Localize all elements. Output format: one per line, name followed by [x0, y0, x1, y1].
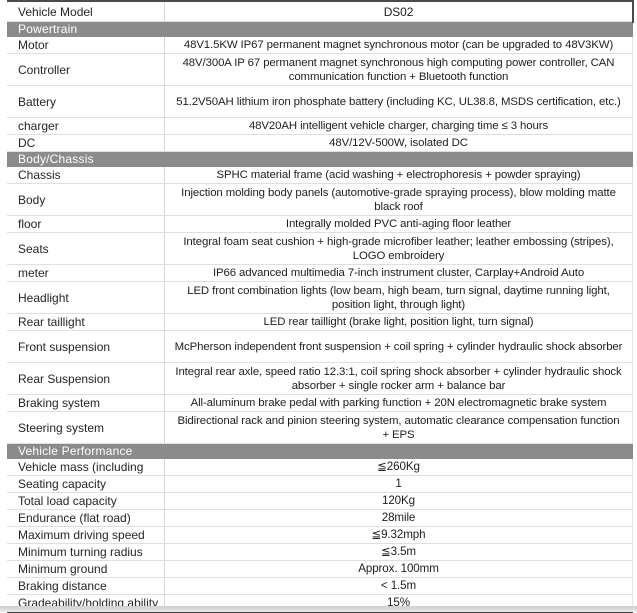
table-row: Vehicle mass (including ≦260Kg [7, 459, 633, 476]
spec-label-cell: Endurance (flat road) [7, 510, 165, 526]
table-row: Rear Suspension Integral rear axle, speed… [7, 363, 633, 395]
table-row: Maximum driving speed ≦9.32mph [7, 527, 633, 544]
spec-value-cell: ≦3.5m [165, 544, 633, 560]
table-row: Endurance (flat road) 28mile [7, 510, 633, 527]
spec-label-cell: Battery [7, 86, 165, 117]
section-header-label: Powertrain [18, 22, 78, 36]
spec-value-cell: 48V/12V-500W, isolated DC [165, 135, 633, 151]
table-row: Braking distance < 1.5m [7, 578, 633, 595]
table-row: Vehicle Model DS02 [7, 2, 633, 22]
table-row: Seating capacity 1 [7, 476, 633, 493]
spec-label-cell: Chassis [7, 167, 165, 183]
table-row: Minimum turning radius ≦3.5m [7, 544, 633, 561]
spec-value-cell: 120Kg [165, 493, 633, 509]
section-header-label: Body/Chassis [18, 152, 94, 166]
spec-label-cell: Motor [7, 37, 165, 53]
table-row: Chassis SPHC material frame (acid washing… [7, 167, 633, 184]
spec-label-cell: Steering system [7, 412, 165, 443]
spec-label-cell: Vehicle mass (including [7, 459, 165, 475]
section-header-row: Body/Chassis [7, 152, 633, 167]
spec-value-cell: ≦260Kg [165, 459, 633, 475]
table-row: meter IP66 advanced multimedia 7-inch ins… [7, 265, 633, 282]
spec-label-cell: Braking distance [7, 578, 165, 594]
table-row: Rear taillight LED rear taillight (brake … [7, 314, 633, 331]
spec-value-cell: Approx. 100mm [165, 561, 633, 577]
spec-value-cell: All-aluminum brake pedal with parking fu… [165, 395, 633, 411]
page-bottom-strip [0, 606, 637, 612]
spec-label-cell: Rear Suspension [7, 363, 165, 394]
spec-value-cell: 51.2V50AH lithium iron phosphate battery… [165, 86, 633, 117]
spec-value-cell: Integral rear axle, speed ratio 12.3:1, … [165, 363, 633, 394]
table-row: DC 48V/12V-500W, isolated DC [7, 135, 633, 152]
spec-value-cell: ≦9.32mph [165, 527, 633, 543]
spec-label-cell: Minimum turning radius [7, 544, 165, 560]
table-row: charger 48V20AH intelligent vehicle charg… [7, 118, 633, 135]
table-row: Battery 51.2V50AH lithium iron phosphate … [7, 86, 633, 118]
spec-label-cell: Total load capacity [7, 493, 165, 509]
spec-value-cell: McPherson independent front suspension +… [165, 331, 633, 362]
spec-value-cell: 1 [165, 476, 633, 492]
spec-label-cell: Front suspension [7, 331, 165, 362]
table-row: floor Integrally molded PVC anti-aging fl… [7, 216, 633, 233]
spec-value-cell: Bidirectional rack and pinion steering s… [165, 412, 633, 443]
spec-value-cell: 48V/300A IP 67 permanent magnet synchron… [165, 54, 633, 85]
spec-value-cell: 48V20AH intelligent vehicle charger, cha… [165, 118, 633, 134]
spec-value-cell: Integral foam seat cushion + high-grade … [165, 233, 633, 264]
table-row: Steering system Bidirectional rack and pi… [7, 412, 633, 444]
spec-label-cell: Seats [7, 233, 165, 264]
vehicle-spec-table: Vehicle Model DS02 Powertrain Motor 48V1.5KW… [7, 0, 633, 613]
spec-value-cell: 28mile [165, 510, 633, 526]
table-row: Braking system All-aluminum brake pedal w… [7, 395, 633, 412]
spec-label-cell: DC [7, 135, 165, 151]
table-row: Front suspension McPherson independent fr… [7, 331, 633, 363]
table-row: Body Injection molding body panels (autom… [7, 184, 633, 216]
spec-value-cell: SPHC material frame (acid washing + elec… [165, 167, 633, 183]
spec-label-cell: Headlight [7, 282, 165, 313]
spec-label-cell: charger [7, 118, 165, 134]
spec-value-cell: DS02 [165, 2, 633, 21]
spec-label-cell: Vehicle Model [7, 2, 165, 21]
section-header-row: Powertrain [7, 22, 633, 37]
table-corner-border [632, 0, 634, 23]
table-row: Minimum ground Approx. 100mm [7, 561, 633, 578]
spec-label-cell: Maximum driving speed [7, 527, 165, 543]
table-row: Headlight LED front combination lights (l… [7, 282, 633, 314]
spec-label-cell: Controller [7, 54, 165, 85]
spec-label-cell: meter [7, 265, 165, 281]
table-row: Controller 48V/300A IP 67 permanent magne… [7, 54, 633, 86]
spec-value-cell: IP66 advanced multimedia 7-inch instrume… [165, 265, 633, 281]
table-row: Total load capacity 120Kg [7, 493, 633, 510]
spec-value-cell: Injection molding body panels (automotiv… [165, 184, 633, 215]
section-header-label: Vehicle Performance [18, 444, 133, 458]
spec-label-cell: floor [7, 216, 165, 232]
spec-label-cell: Rear taillight [7, 314, 165, 330]
table-row: Seats Integral foam seat cushion + high-g… [7, 233, 633, 265]
spec-value-cell: LED front combination lights (low beam, … [165, 282, 633, 313]
spec-label-cell: Minimum ground [7, 561, 165, 577]
section-header-row: Vehicle Performance [7, 444, 633, 459]
spec-label-cell: Braking system [7, 395, 165, 411]
spec-label-cell: Body [7, 184, 165, 215]
spec-label-cell: Seating capacity [7, 476, 165, 492]
table-row: Motor 48V1.5KW IP67 permanent magnet sync… [7, 37, 633, 54]
spec-value-cell: Integrally molded PVC anti-aging floor l… [165, 216, 633, 232]
spec-value-cell: LED rear taillight (brake light, positio… [165, 314, 633, 330]
spec-value-cell: < 1.5m [165, 578, 633, 594]
spec-value-cell: 48V1.5KW IP67 permanent magnet synchrono… [165, 37, 633, 53]
